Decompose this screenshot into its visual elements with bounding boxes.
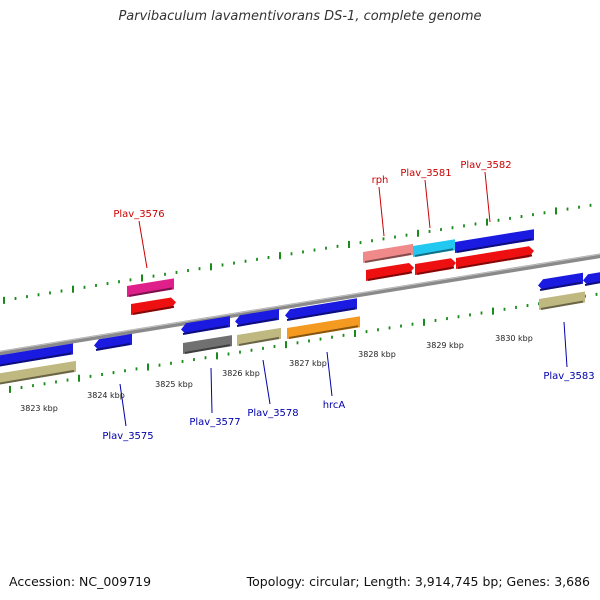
- reverse-gene-4-body: [235, 308, 279, 327]
- reverse-gene-3-body: [181, 316, 230, 335]
- reverse-cds-4-body: [287, 316, 360, 339]
- gene-label-plav-3577: Plav_3577: [189, 417, 240, 428]
- forward-cds-1-body: [131, 297, 176, 315]
- kbp-labels: 3823 kbp 3824 kbp 3825 kbp 3826 kbp 3827 kbp…: [20, 334, 533, 413]
- forward-cds-4: [456, 246, 534, 269]
- gene-label-plav-3576: Plav_3576: [113, 209, 164, 220]
- reverse-gene-2-shade: [95, 342, 131, 351]
- reverse-cds-track: [0, 291, 585, 385]
- backbone-line: [0, 253, 600, 356]
- kbp-label: 3824 kbp: [87, 391, 125, 400]
- forward-cds-2-body: [366, 263, 414, 281]
- reverse-gene-5-shade: [286, 307, 356, 321]
- kbp-label: 3828 kbp: [358, 350, 396, 359]
- callout-line-9: [563, 321, 568, 368]
- gene-label-hrca: hrcA: [323, 400, 346, 411]
- gene-label-plav-3578: Plav_3578: [247, 408, 298, 419]
- reverse-gene-6-body: [538, 272, 583, 291]
- callout-line-1: [119, 383, 127, 427]
- reverse-gene-3: [181, 316, 230, 335]
- reverse-cds-1-body: [0, 360, 76, 385]
- forward-gene-2-body: [363, 243, 413, 263]
- reverse-cds-5-shade: [540, 300, 584, 310]
- forward-cds-2: [366, 263, 414, 281]
- forward-gene-track: [127, 229, 534, 297]
- forward-gene-1-body: [127, 278, 174, 297]
- reverse-gene-5-body: [285, 298, 357, 321]
- reverse-gene-3-shade: [182, 325, 229, 335]
- callout-line-3: [210, 367, 213, 414]
- reverse-gene-1: [0, 343, 73, 367]
- kbp-label: 3826 kbp: [222, 369, 260, 378]
- forward-cds-3-body: [415, 258, 456, 275]
- forward-cds-4-body: [456, 246, 534, 269]
- reverse-gene-5: [285, 298, 357, 321]
- forward-gene-2: [363, 243, 413, 263]
- callout-line-8: [484, 171, 491, 223]
- genome-backbone: [0, 253, 600, 356]
- forward-gene-4-shade: [456, 238, 533, 253]
- reverse-cds-5-body: [539, 291, 585, 310]
- kbp-label: 3827 kbp: [289, 359, 327, 368]
- accession-label: Accession: NC_009719: [9, 574, 152, 589]
- reverse-cds-2: [183, 335, 232, 354]
- kbp-label: 3825 kbp: [155, 380, 193, 389]
- reverse-cds-4-shade: [288, 325, 359, 339]
- upper-tick-track: [3, 203, 592, 304]
- reverse-gene-7: [583, 272, 600, 286]
- forward-cds-3: [415, 258, 456, 275]
- forward-cds-1: [131, 297, 176, 315]
- callout-line-6: [378, 186, 385, 237]
- reverse-cds-4: [287, 316, 360, 339]
- forward-gene-1-shade: [128, 287, 173, 297]
- forward-cds-2-shade: [367, 271, 413, 281]
- reverse-cds-2-body: [183, 335, 232, 354]
- forward-cds-3-shade: [416, 266, 455, 275]
- forward-cds-track: [131, 246, 534, 315]
- forward-gene-2-shade: [364, 252, 412, 263]
- forward-gene-3: [413, 239, 455, 257]
- kbp-label: 3829 kbp: [426, 341, 464, 350]
- forward-gene-4: [455, 229, 534, 253]
- callout-line-5: [326, 351, 333, 397]
- forward-gene-3-shade: [414, 248, 454, 257]
- map-title: Parvibaculum lavamentivorans DS-1, compl…: [118, 9, 482, 24]
- forward-cds-4-shade: [457, 254, 533, 269]
- reverse-gene-1-shade: [0, 352, 72, 367]
- reverse-gene-1-body: [0, 343, 73, 367]
- forward-gene-1: [127, 278, 174, 297]
- reverse-cds-1: [0, 360, 76, 385]
- gene-label-plav-3582: Plav_3582: [460, 160, 511, 171]
- reverse-cds-3-shade: [238, 336, 280, 346]
- reverse-gene-6: [538, 272, 583, 291]
- reverse-gene-4-shade: [236, 317, 278, 327]
- reverse-cds-3: [237, 327, 281, 346]
- forward-cds-1-shade: [132, 305, 175, 315]
- callout-line-7: [424, 179, 431, 229]
- callout-line-4: [262, 359, 271, 405]
- gene-label-plav-3581: Plav_3581: [400, 168, 451, 179]
- forward-gene-4-body: [455, 229, 534, 253]
- reverse-gene-2: [94, 333, 132, 351]
- callout-line-2: [138, 220, 148, 269]
- kbp-label: 3830 kbp: [495, 334, 533, 343]
- backbone-highlight: [0, 253, 600, 353]
- reverse-cds-1-shade: [0, 369, 75, 385]
- reverse-gene-track: [0, 272, 600, 367]
- gene-label-plav-3583: Plav_3583: [543, 371, 594, 382]
- gene-label-rph: rph: [372, 175, 389, 186]
- topology-label: Topology: circular; Length: 3,914,745 bp…: [246, 574, 590, 589]
- reverse-gene-7-shade: [584, 281, 600, 286]
- reverse-gene-6-shade: [539, 281, 582, 291]
- reverse-cds-5: [539, 291, 585, 310]
- reverse-cds-2-shade: [184, 344, 231, 354]
- reverse-cds-3-body: [237, 327, 281, 346]
- forward-gene-3-body: [413, 239, 455, 257]
- kbp-label: 3823 kbp: [20, 404, 58, 413]
- reverse-gene-4: [235, 308, 279, 327]
- gene-label-plav-3575: Plav_3575: [102, 431, 153, 442]
- gene-callouts: Plav_3575 Plav_3576 Plav_3577 Plav_3578 hrcA…: [102, 160, 594, 442]
